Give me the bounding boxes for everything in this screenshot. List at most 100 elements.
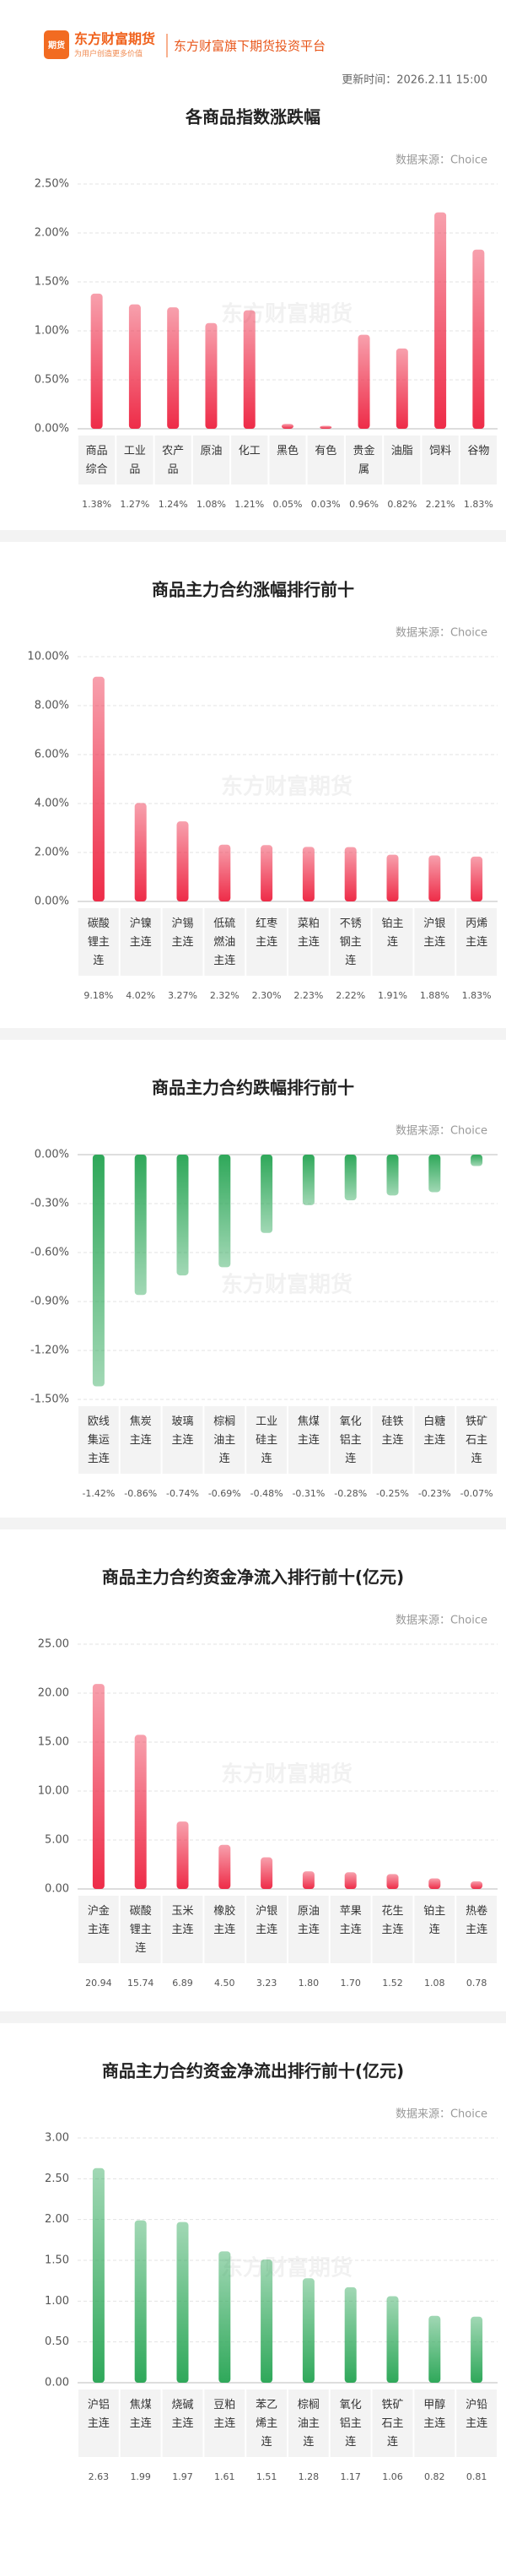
category-cell [120,1896,161,1963]
value-label: 1.70 [340,1978,361,1989]
value-label: -1.42% [82,1488,115,1499]
bar [428,2315,441,2383]
watermark: 东方财富期货 [221,301,353,327]
y-tick-label: 25.00 [38,1638,69,1651]
y-tick-label: 4.00% [35,798,69,810]
bar [218,1844,231,1889]
bar [218,1155,231,1268]
value-label: 20.94 [85,1978,112,1989]
value-label: 1.91% [378,990,407,1001]
y-tick-label: 1.50% [35,276,69,289]
bar [344,847,357,901]
category-cell [78,2389,119,2457]
chart-title: 商品主力合约涨幅排行前十 [152,580,354,600]
y-tick-label: 2.50% [35,178,69,191]
x-tick-label: 烧碱主连 [171,2399,193,2430]
x-tick-label: 饲料 [429,445,451,457]
bar [302,1871,315,1889]
category-cell [246,908,287,976]
category-cell [204,2389,245,2457]
logo-badge [44,30,69,59]
value-label: -0.25% [376,1488,409,1499]
bar [428,1878,441,1889]
category-cell [116,436,153,484]
category-cell [78,1406,119,1474]
category-cell [162,2389,203,2457]
value-label: 0.03% [311,499,341,510]
x-tick-label: 沪铅主连 [466,2398,487,2430]
y-tick-label: 15.00 [38,1736,69,1749]
y-tick-label: -1.50% [30,1394,69,1406]
category-cell [120,1406,161,1474]
category-cell [372,1896,413,1963]
category-cell [231,436,268,484]
y-tick-label: -0.30% [30,1198,69,1210]
bar [176,2222,189,2383]
data-source: 数据来源：Choice [396,627,487,640]
value-label: 9.18% [83,990,113,1001]
value-label: 2.22% [336,990,365,1001]
value-label: 0.78 [466,1978,487,1989]
x-tick-label: 低硫燃油主连 [213,917,235,967]
bar [134,2220,147,2383]
category-cell [372,2389,413,2457]
y-tick-label: 0.50% [35,374,69,387]
value-label: 4.02% [126,990,155,1001]
value-label: 2.21% [426,499,455,510]
x-tick-label: 甲醇主连 [423,2398,445,2430]
value-label: 2.63 [89,2471,110,2482]
value-label: 1.28 [299,2471,320,2482]
y-tick-label: 8.00% [35,700,69,712]
value-label: 3.27% [168,990,197,1001]
value-label: 1.97 [172,2471,193,2482]
x-tick-label: 铁矿石主连 [381,2399,403,2449]
value-label: -0.48% [250,1488,283,1499]
category-cell [330,908,371,976]
x-tick-label: 沪银主连 [256,1904,277,1936]
y-tick-label: 0.00 [45,2377,69,2389]
bar [471,1881,483,1889]
x-tick-label: 沪金主连 [88,1904,110,1936]
x-tick-label: 棕榈油主连 [298,2399,320,2449]
y-tick-label: 10.00 [38,1785,69,1798]
category-cell [269,436,306,484]
x-tick-label: 焦炭主连 [130,1415,152,1447]
value-label: -0.07% [460,1488,493,1499]
value-label: 0.96% [349,499,379,510]
category-cell [246,2389,287,2457]
y-tick-label: 1.00% [35,325,69,338]
value-label: 1.21% [234,499,264,510]
y-tick-label: -0.60% [30,1247,69,1259]
slogan: 为用户创造更多价值 [74,49,143,59]
category-cell [78,908,119,976]
value-label: 4.50 [214,1978,235,1989]
watermark: 东方财富期货 [221,1272,353,1298]
category-cell [154,436,191,484]
chart-title: 商品主力合约资金净流出排行前十(亿元) [102,2061,404,2081]
category-cell [307,436,344,484]
bar [90,293,103,429]
x-tick-label: 工业硅主连 [256,1415,277,1465]
category-cell [372,1406,413,1474]
value-label: -0.69% [208,1488,241,1499]
x-tick-label: 菜粕主连 [298,917,320,949]
chart-title: 商品主力合约跌幅排行前十 [152,1078,354,1098]
x-tick-label: 沪镍主连 [130,917,152,949]
category-cell [460,436,497,484]
value-label: 1.83% [462,990,492,1001]
category-cell [414,2389,455,2457]
category-cell [414,908,455,976]
category-cell [330,1406,371,1474]
y-tick-label: -1.20% [30,1345,69,1357]
category-cell [246,1896,287,1963]
category-cell [456,1896,497,1963]
bar [302,847,315,901]
category-cell [288,908,329,976]
value-label: 1.52 [382,1978,403,1989]
brand: 东方财富期货 [74,31,155,47]
category-cell [330,2389,371,2457]
y-tick-label: 3.00 [45,2132,69,2145]
y-tick-label: 5.00 [45,1834,69,1847]
x-tick-label: 氧化铝主连 [340,2399,362,2449]
